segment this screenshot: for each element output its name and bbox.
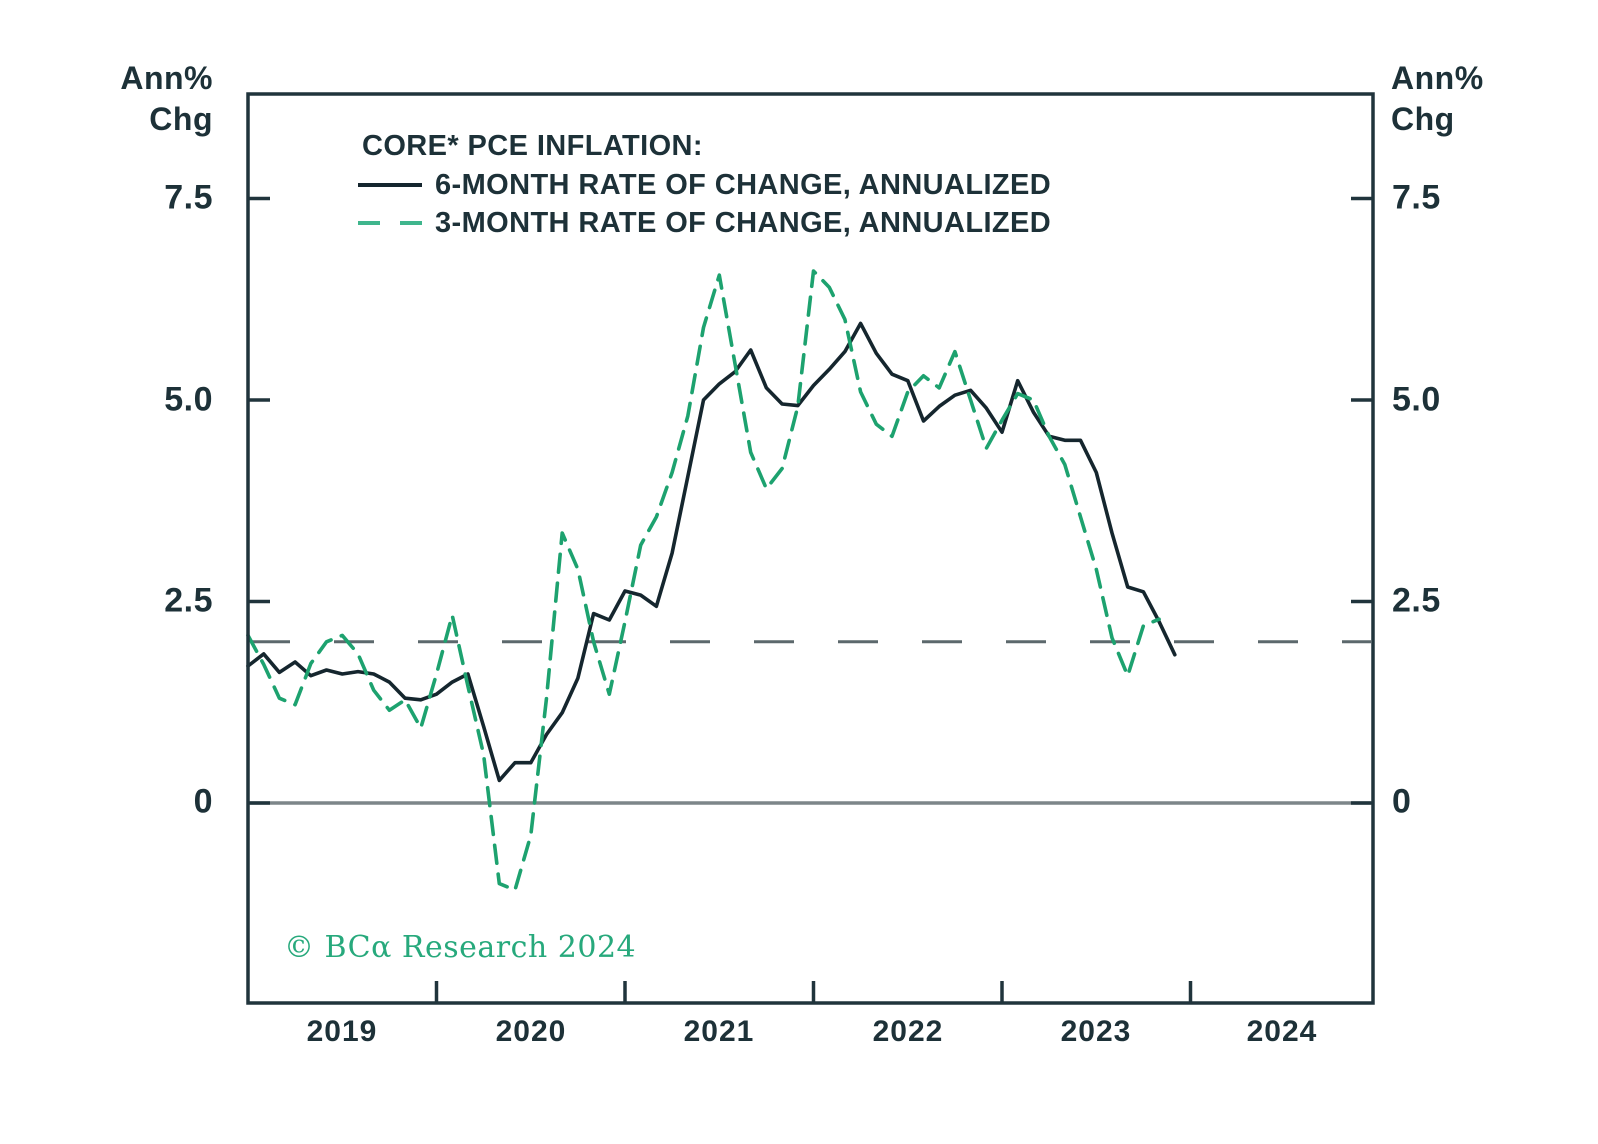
y-axis-header-left: Ann% Chg — [58, 58, 213, 140]
y-tick-label-2-5-right: 2.5 — [1392, 581, 1441, 620]
series-line-6-month — [246, 321, 1177, 783]
y-tick-label-5-0-right: 5.0 — [1392, 380, 1441, 419]
legend: CORE* PCE INFLATION: 6-MONTH RATE OF CHA… — [358, 130, 1051, 242]
x-tick-label-2022: 2022 — [872, 1015, 944, 1048]
y-axis-unit-line2: Chg — [149, 101, 213, 137]
x-tick-label-2024: 2024 — [1246, 1015, 1318, 1048]
y-axis-header-right: Ann% Chg — [1391, 58, 1551, 140]
series-line-3-month — [246, 269, 1161, 892]
legend-item-3-month: 3-MONTH RATE OF CHANGE, ANNUALIZED — [358, 204, 1051, 242]
copyright-notice: © BCα Research 2024 — [284, 930, 637, 965]
y-axis-unit-line1: Ann% — [1391, 60, 1484, 96]
legend-label-3-month: 3-MONTH RATE OF CHANGE, ANNUALIZED — [435, 206, 1052, 239]
legend-item-6-month: 6-MONTH RATE OF CHANGE, ANNUALIZED — [358, 166, 1051, 204]
y-tick-label-7-5-right: 7.5 — [1392, 178, 1441, 217]
legend-label-6-month: 6-MONTH RATE OF CHANGE, ANNUALIZED — [435, 168, 1052, 201]
y-tick-label-5-0-left: 5.0 — [164, 380, 213, 419]
legend-swatch-6-month — [358, 183, 422, 187]
y-axis-unit-line2: Chg — [1391, 101, 1455, 137]
y-axis-unit-line1: Ann% — [120, 60, 213, 96]
x-tick-label-2019: 2019 — [306, 1015, 378, 1048]
y-tick-label-0-right: 0 — [1392, 782, 1412, 821]
legend-swatch-3-month — [358, 220, 422, 226]
x-tick-label-2021: 2021 — [683, 1015, 755, 1048]
x-tick-label-2023: 2023 — [1060, 1015, 1132, 1048]
y-tick-label-2-5-left: 2.5 — [164, 581, 213, 620]
y-tick-label-7-5-left: 7.5 — [164, 178, 213, 217]
y-tick-label-0-left: 0 — [193, 782, 213, 821]
x-tick-label-2020: 2020 — [495, 1015, 567, 1048]
legend-title: CORE* PCE INFLATION: — [362, 130, 703, 162]
plot-frame — [246, 92, 1375, 1005]
